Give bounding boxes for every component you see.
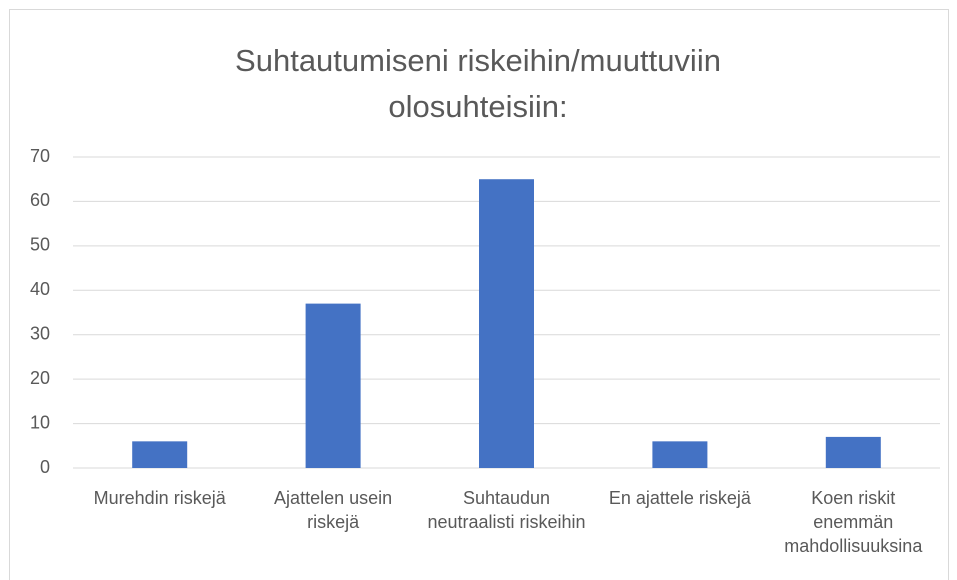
- x-tick-label: En ajattele riskejä: [608, 488, 751, 508]
- y-tick-label: 70: [30, 146, 50, 166]
- bar: [305, 303, 361, 468]
- x-tick-label: Koen riskit enemmän mahdollisuuksina: [784, 488, 923, 556]
- y-tick-label: 20: [30, 368, 50, 388]
- chart-frame: [9, 9, 949, 580]
- x-tick-label: Suhtaudun neutraalisti riskeihin: [427, 488, 586, 532]
- y-tick-label: 60: [30, 190, 50, 210]
- x-tick-label: Ajattelen usein riskejä: [274, 488, 393, 532]
- y-tick-label: 50: [30, 235, 50, 255]
- bar: [479, 179, 534, 468]
- y-tick-label: 10: [30, 412, 50, 432]
- x-tick-label: Murehdin riskejä: [93, 488, 226, 508]
- y-tick-label: 30: [30, 323, 50, 343]
- y-tick-label: 0: [40, 457, 50, 477]
- bar: [825, 436, 881, 468]
- bar: [132, 441, 188, 468]
- bar: [652, 441, 708, 468]
- y-tick-label: 40: [30, 279, 50, 299]
- chart-title: Suhtautumiseni riskeihin/muuttuviin olos…: [235, 43, 721, 124]
